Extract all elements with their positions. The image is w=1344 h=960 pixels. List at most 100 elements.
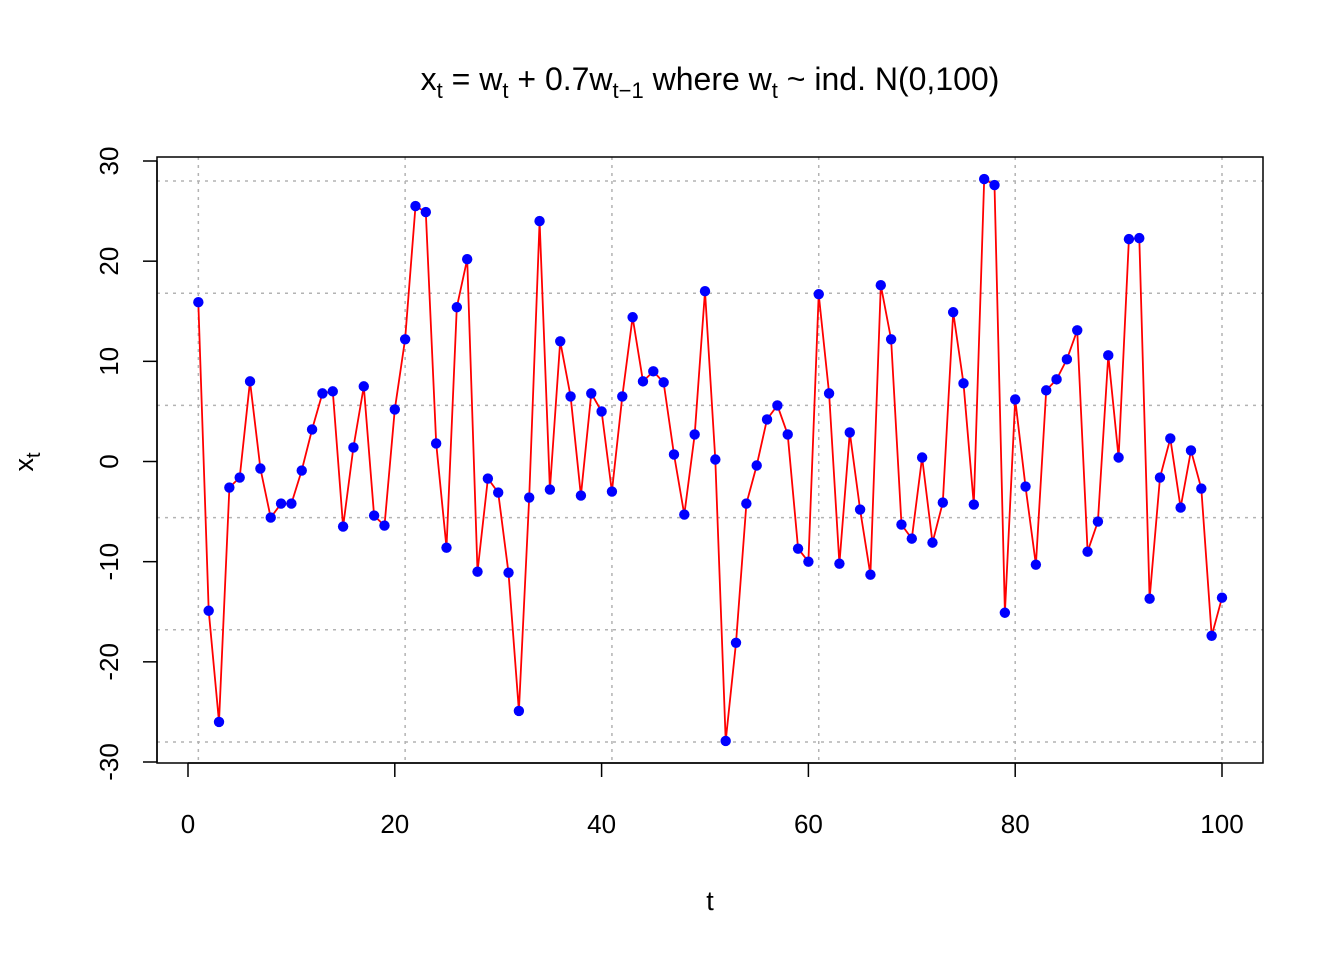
data-point xyxy=(379,520,390,531)
x-axis-title: t xyxy=(706,886,714,916)
y-tick-label: 20 xyxy=(94,247,124,276)
data-point xyxy=(1165,433,1176,444)
data-point xyxy=(368,510,380,521)
data-point xyxy=(275,498,287,509)
x-tick-label: 20 xyxy=(380,809,409,839)
data-point xyxy=(658,377,669,388)
data-point xyxy=(1113,452,1124,463)
x-tick-label: 40 xyxy=(587,809,616,839)
series-points xyxy=(193,173,1228,747)
data-point xyxy=(327,386,338,397)
data-point xyxy=(823,388,835,399)
data-point xyxy=(213,716,225,728)
data-point xyxy=(1041,385,1052,396)
data-point xyxy=(337,521,349,532)
x-tick-label: 100 xyxy=(1200,809,1243,839)
data-point xyxy=(606,486,618,497)
data-point xyxy=(617,391,628,402)
data-point xyxy=(689,429,700,440)
series-line xyxy=(197,177,1223,742)
data-point xyxy=(1103,350,1114,361)
data-point xyxy=(958,378,969,389)
x-axis: 0 20 40 60 80 100 xyxy=(181,762,1244,839)
data-point xyxy=(1196,483,1207,494)
data-point xyxy=(534,215,545,227)
data-point xyxy=(1206,630,1217,641)
data-point xyxy=(255,463,266,474)
data-point xyxy=(772,400,783,411)
data-point xyxy=(544,484,556,495)
x-tick-label: 60 xyxy=(794,809,823,839)
data-point xyxy=(1134,232,1145,244)
data-point xyxy=(1082,546,1093,557)
y-axis-title: xt xyxy=(9,452,45,472)
data-point xyxy=(1010,394,1021,405)
data-point xyxy=(834,558,845,569)
data-point xyxy=(265,512,276,523)
data-point xyxy=(927,537,938,548)
data-point xyxy=(844,427,855,438)
data-point xyxy=(813,289,824,300)
y-tick-label: -20 xyxy=(94,643,124,681)
series-polyline xyxy=(197,177,1223,742)
data-point xyxy=(472,566,483,577)
data-point xyxy=(430,438,442,449)
data-point xyxy=(916,452,928,463)
y-tick-label: 30 xyxy=(94,147,124,176)
data-point xyxy=(875,280,886,291)
data-point xyxy=(555,336,566,347)
data-point xyxy=(906,533,917,544)
data-point xyxy=(1154,472,1166,483)
data-point xyxy=(1175,502,1186,513)
data-point xyxy=(306,424,318,435)
data-point xyxy=(668,449,680,460)
grid xyxy=(157,157,1263,763)
data-point xyxy=(358,381,369,392)
data-point xyxy=(296,465,307,476)
data-point xyxy=(1092,516,1104,527)
data-point xyxy=(420,206,432,218)
data-point xyxy=(193,297,204,308)
data-point xyxy=(234,472,245,483)
data-point xyxy=(399,334,411,345)
data-point xyxy=(999,607,1011,618)
y-tick-label: 0 xyxy=(94,454,124,468)
data-point xyxy=(699,286,711,297)
y-tick-label: -10 xyxy=(94,543,124,581)
data-point xyxy=(989,179,1000,191)
data-point xyxy=(741,498,752,509)
y-tick-label: -30 xyxy=(94,743,124,781)
data-point xyxy=(854,504,866,515)
data-point xyxy=(410,200,421,212)
data-point xyxy=(720,735,731,747)
data-point xyxy=(493,487,504,498)
data-point xyxy=(596,406,607,417)
data-point xyxy=(461,253,473,265)
data-point xyxy=(1061,354,1073,365)
plot-frame xyxy=(156,156,1264,764)
x-tick-label: 80 xyxy=(1001,809,1030,839)
data-point xyxy=(648,366,659,377)
data-point xyxy=(1030,559,1042,570)
data-point xyxy=(317,388,328,399)
data-point xyxy=(451,302,463,313)
data-point xyxy=(1185,445,1197,456)
data-point xyxy=(286,498,297,509)
data-point xyxy=(482,473,494,484)
x-tick-label: 0 xyxy=(181,809,195,839)
data-point xyxy=(803,556,814,567)
data-point xyxy=(503,567,514,578)
data-point xyxy=(947,307,959,318)
y-tick-label: 10 xyxy=(94,347,124,376)
data-point xyxy=(782,429,793,440)
data-point xyxy=(1123,233,1135,245)
data-point xyxy=(586,388,597,399)
data-point xyxy=(224,482,235,493)
data-point xyxy=(761,414,773,425)
data-point xyxy=(730,637,742,649)
data-point xyxy=(441,542,452,553)
data-point xyxy=(937,497,949,508)
y-axis: -30 -20 -10 0 10 20 30 xyxy=(94,147,158,781)
data-point xyxy=(896,519,907,530)
